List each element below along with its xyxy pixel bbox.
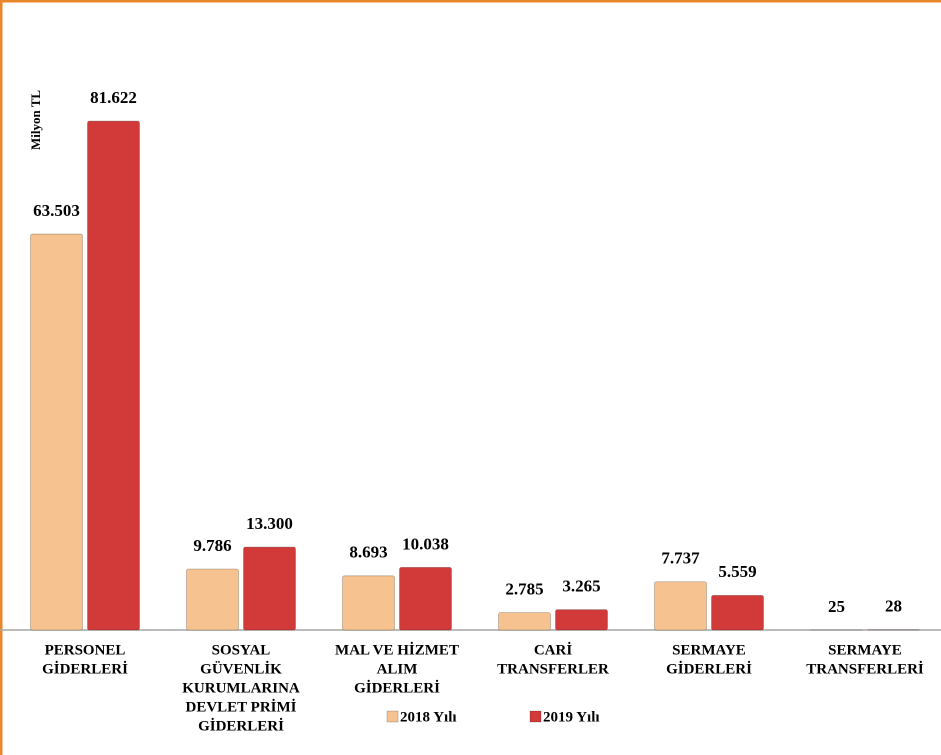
x-tick-label: GİDERLERİ xyxy=(198,717,284,734)
x-tick-label: ALIM xyxy=(377,661,418,677)
bar xyxy=(555,609,608,631)
bar xyxy=(654,581,707,631)
legend-swatch xyxy=(386,710,399,723)
x-tick-label: TRANSFERLERİ xyxy=(806,660,924,677)
x-tick-label: GİDERLERİ xyxy=(354,679,440,696)
x-tick-label: MAL VE HİZMET xyxy=(335,641,459,658)
data-label: 9.786 xyxy=(193,536,231,555)
bar xyxy=(342,575,395,631)
data-label: 10.038 xyxy=(402,534,449,553)
x-tick-label: GİDERLERİ xyxy=(666,660,752,677)
data-label: 81.622 xyxy=(90,88,137,107)
x-tick-label: SERMAYE xyxy=(672,642,746,658)
x-tick-label: GİDERLERİ xyxy=(42,660,128,677)
x-tick-label: PERSONEL xyxy=(45,642,126,658)
data-label: 7.737 xyxy=(661,549,700,568)
data-label: 63.503 xyxy=(33,201,80,220)
bar xyxy=(186,568,239,631)
x-tick-label: SOSYAL xyxy=(212,642,271,658)
x-tick-label: TRANSFERLER xyxy=(497,661,609,677)
data-label: 3.265 xyxy=(562,577,600,596)
x-tick-label: CARİ xyxy=(534,641,572,658)
legend-label: 2019 Yılı xyxy=(543,709,600,725)
x-tick-label: DEVLET PRİMİ xyxy=(186,698,297,715)
legend-label: 2018 Yılı xyxy=(400,709,457,725)
bar xyxy=(243,546,296,631)
data-label: 8.693 xyxy=(349,543,387,562)
bar xyxy=(87,120,140,631)
bar xyxy=(498,612,551,631)
legend-swatch xyxy=(529,710,542,723)
data-label: 2.785 xyxy=(505,580,543,599)
data-label: 28 xyxy=(885,597,902,616)
data-label: 25 xyxy=(828,597,845,616)
data-label: 5.559 xyxy=(718,562,756,581)
y-axis-label: Milyon TL xyxy=(28,90,43,150)
x-tick-label: GÜVENLİK xyxy=(200,660,282,677)
bar xyxy=(711,594,764,631)
x-tick-label: SERMAYE xyxy=(828,642,902,658)
x-tick-label: KURUMLARINA xyxy=(182,680,300,696)
bar xyxy=(30,233,83,631)
data-label: 13.300 xyxy=(246,514,293,533)
bar xyxy=(399,567,452,631)
